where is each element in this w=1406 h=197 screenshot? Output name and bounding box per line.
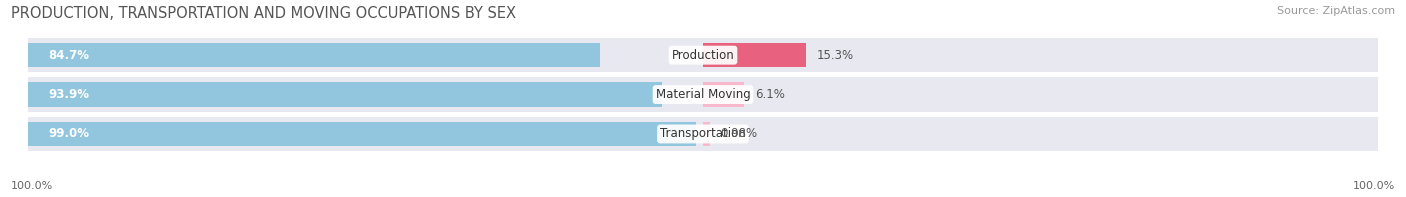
Text: Material Moving: Material Moving [655, 88, 751, 101]
Bar [28, 117, 1378, 151]
Bar [703, 43, 806, 67]
Text: 6.1%: 6.1% [755, 88, 785, 101]
Bar [28, 77, 1378, 112]
Text: 15.3%: 15.3% [817, 49, 855, 62]
Bar [28, 82, 662, 107]
Text: 100.0%: 100.0% [1353, 181, 1395, 191]
Text: 0.98%: 0.98% [720, 127, 758, 140]
Text: Source: ZipAtlas.com: Source: ZipAtlas.com [1277, 6, 1395, 16]
Bar [703, 122, 710, 146]
Bar [28, 38, 1378, 72]
Text: Transportation: Transportation [661, 127, 745, 140]
Text: Production: Production [672, 49, 734, 62]
Bar [703, 82, 744, 107]
Bar [28, 43, 600, 67]
Bar [28, 122, 696, 146]
Text: 84.7%: 84.7% [48, 49, 90, 62]
Text: PRODUCTION, TRANSPORTATION AND MOVING OCCUPATIONS BY SEX: PRODUCTION, TRANSPORTATION AND MOVING OC… [11, 6, 516, 21]
Text: 93.9%: 93.9% [48, 88, 90, 101]
Text: 100.0%: 100.0% [11, 181, 53, 191]
Text: 99.0%: 99.0% [48, 127, 90, 140]
